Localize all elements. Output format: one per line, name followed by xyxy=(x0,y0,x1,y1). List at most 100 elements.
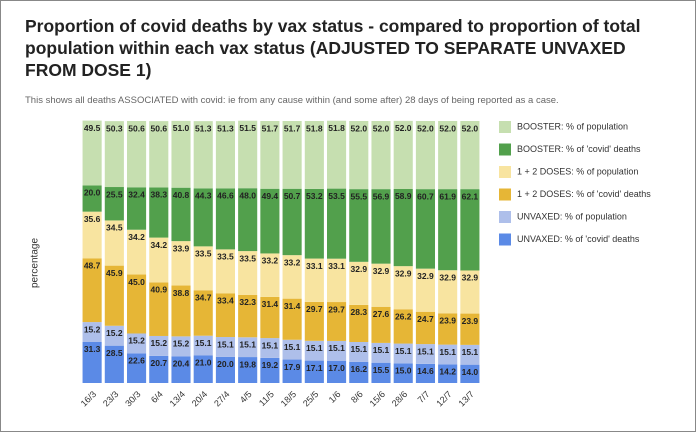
bar-segment xyxy=(349,341,369,362)
legend-label: BOOSTER: % of population xyxy=(517,121,628,131)
bar-segment xyxy=(393,363,413,383)
value-label: 19.2 xyxy=(262,360,279,370)
value-label: 44.3 xyxy=(195,191,212,201)
bar-segment xyxy=(215,188,235,250)
value-label: 31.4 xyxy=(284,301,301,311)
value-label: 48.0 xyxy=(239,190,256,200)
value-label: 34.2 xyxy=(128,232,145,242)
value-label: 20.7 xyxy=(151,358,168,368)
legend-label: 1 + 2 DOSES: % of population xyxy=(517,166,638,176)
value-label: 20.0 xyxy=(217,359,234,369)
x-tick-label: 8/6 xyxy=(349,389,365,405)
value-label: 33.1 xyxy=(306,261,323,271)
bar-segment xyxy=(193,121,213,189)
x-tick-label: 13/7 xyxy=(457,389,476,408)
legend-swatch xyxy=(499,188,511,201)
bar-segment xyxy=(393,266,413,310)
value-label: 32.9 xyxy=(351,264,368,274)
bar-segment xyxy=(282,298,302,340)
value-label: 52.0 xyxy=(439,123,456,133)
bar-segment xyxy=(260,121,280,189)
bar-segment xyxy=(127,187,147,230)
value-label: 23.9 xyxy=(462,316,479,326)
value-label: 15.1 xyxy=(373,345,390,355)
value-label: 33.5 xyxy=(217,252,234,262)
bar-segment xyxy=(415,363,435,383)
bar-segment xyxy=(282,121,302,189)
bar-segment xyxy=(127,121,147,188)
value-label: 16.2 xyxy=(351,364,368,374)
bar-segment xyxy=(149,187,169,238)
value-label: 14.6 xyxy=(417,366,434,376)
bar-segment xyxy=(215,121,235,189)
value-label: 40.9 xyxy=(151,285,168,295)
value-label: 51.7 xyxy=(284,123,301,133)
bar-segment xyxy=(371,263,391,307)
bar-segment xyxy=(238,188,258,252)
bar-segment xyxy=(304,188,324,259)
value-label: 32.3 xyxy=(239,297,256,307)
value-label: 60.7 xyxy=(417,191,434,201)
value-label: 34.5 xyxy=(106,223,123,233)
value-label: 33.4 xyxy=(217,296,234,306)
value-label: 52.0 xyxy=(462,123,479,133)
value-label: 32.9 xyxy=(439,272,456,282)
bar-segment xyxy=(327,302,347,341)
value-label: 20.0 xyxy=(84,188,101,198)
bar-segment xyxy=(460,189,480,271)
bar-segment xyxy=(304,301,324,341)
value-label: 45.0 xyxy=(128,277,145,287)
bar-segment xyxy=(171,285,191,337)
value-label: 52.0 xyxy=(351,123,368,133)
x-tick-label: 7/7 xyxy=(416,389,432,405)
value-label: 15.1 xyxy=(217,339,234,349)
y-axis-label: percentage xyxy=(30,238,41,288)
bar-segment xyxy=(327,258,347,303)
bar-segment xyxy=(104,345,124,383)
value-label: 40.8 xyxy=(173,190,190,200)
bar-segment xyxy=(171,356,191,383)
x-tick-label: 11/5 xyxy=(257,389,276,408)
value-label: 29.7 xyxy=(306,304,323,314)
legend-label: UNVAXED: % of 'covid' deaths xyxy=(517,234,640,244)
value-label: 17.1 xyxy=(306,363,323,373)
bar-segment xyxy=(393,309,413,344)
value-label: 51.8 xyxy=(306,123,323,133)
bar-segment xyxy=(127,274,147,334)
value-label: 15.2 xyxy=(84,324,101,334)
bar-segment xyxy=(327,360,347,383)
value-label: 48.7 xyxy=(84,261,101,271)
value-label: 33.2 xyxy=(262,256,279,266)
bar-segment xyxy=(371,189,391,264)
bar-segment xyxy=(171,336,191,357)
bar-segment xyxy=(104,220,124,266)
value-label: 32.9 xyxy=(395,268,412,278)
bar-segment xyxy=(349,361,369,383)
value-label: 15.2 xyxy=(106,328,123,338)
legend-swatch xyxy=(499,233,511,246)
bar-segment xyxy=(104,265,124,326)
x-tick-label: 15/6 xyxy=(368,389,387,408)
value-label: 32.9 xyxy=(417,271,434,281)
value-label: 15.2 xyxy=(173,339,190,349)
value-label: 26.2 xyxy=(395,311,412,321)
bar-segment xyxy=(215,249,235,294)
bar-segment xyxy=(393,343,413,364)
bar-segment xyxy=(82,185,102,212)
value-label: 32.9 xyxy=(373,266,390,276)
bar-segment xyxy=(327,120,347,189)
value-label: 62.1 xyxy=(462,191,479,201)
value-label: 15.1 xyxy=(462,347,479,357)
chart-subtitle: This shows all deaths ASSOCIATED with co… xyxy=(25,95,559,106)
legend-label: BOOSTER: % of 'covid' deaths xyxy=(517,144,641,154)
value-label: 15.1 xyxy=(351,344,368,354)
bar-segment xyxy=(415,311,435,345)
bar-segment xyxy=(149,121,169,188)
x-tick-label: 28/6 xyxy=(390,389,409,408)
value-label: 35.6 xyxy=(84,214,101,224)
bar-segment xyxy=(82,120,102,186)
bar-segment xyxy=(104,325,124,346)
bar-segment xyxy=(304,121,324,189)
bar-segment xyxy=(260,296,280,339)
value-label: 52.0 xyxy=(417,123,434,133)
